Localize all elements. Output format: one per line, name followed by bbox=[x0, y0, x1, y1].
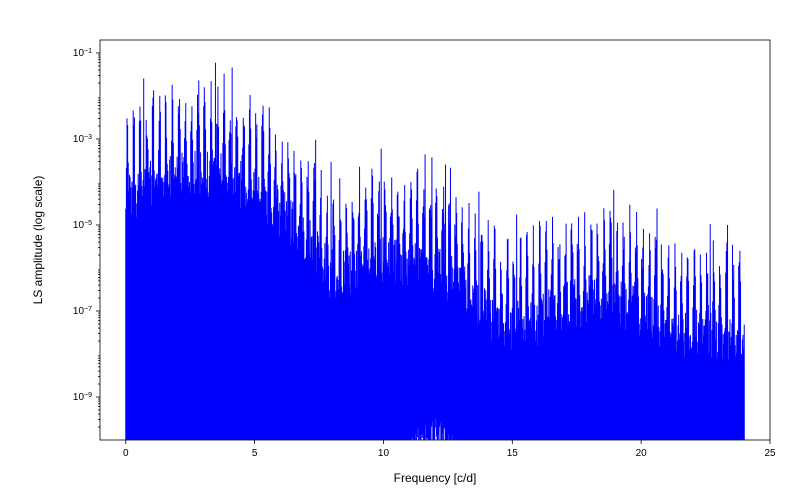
periodogram-chart: 0 5 10 15 20 25 10−9 10−7 10−5 10−3 10−1 Frequency … bbox=[0, 0, 800, 500]
x-tick-label: 20 bbox=[636, 448, 648, 459]
y-tick-label: 10−5 bbox=[73, 219, 92, 231]
periodogram-line bbox=[126, 63, 745, 500]
x-tick-label: 0 bbox=[123, 448, 129, 459]
chart-svg: 0 5 10 15 20 25 10−9 10−7 10−5 10−3 10−1 Frequency … bbox=[0, 0, 800, 500]
x-axis-label: Frequency [c/d] bbox=[394, 471, 477, 485]
x-tick-label: 25 bbox=[764, 448, 776, 459]
y-tick-label: 10−1 bbox=[73, 47, 92, 59]
y-tick-label: 10−9 bbox=[73, 391, 92, 403]
y-tick-label: 10−3 bbox=[73, 133, 92, 145]
y-tick-label: 10−7 bbox=[73, 305, 92, 317]
x-tick-label: 5 bbox=[252, 448, 258, 459]
x-tick-label: 10 bbox=[378, 448, 390, 459]
y-axis-label: LS amplitude (log scale) bbox=[31, 176, 45, 305]
x-tick-label: 15 bbox=[507, 448, 519, 459]
